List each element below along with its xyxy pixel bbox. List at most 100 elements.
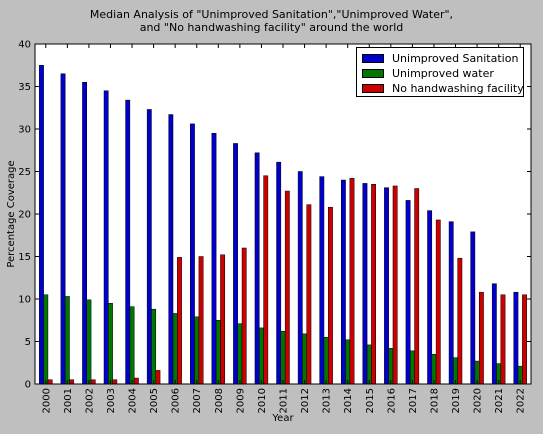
bar-sanitation-2009 xyxy=(233,143,238,385)
bar-sanitation-2006 xyxy=(168,114,174,385)
bar-sanitation-2020 xyxy=(470,231,476,385)
bar-water-2007 xyxy=(194,316,200,385)
chart-legend: Unimproved Sanitation Unimproved water N… xyxy=(356,47,524,97)
bar-sanitation-2022 xyxy=(513,291,519,385)
bar-handwashing-2009 xyxy=(241,247,247,385)
bar-sanitation-2007 xyxy=(190,123,195,385)
legend-label-handwashing: No handwashing facility xyxy=(392,82,524,95)
y-tick-label-20: 20 xyxy=(18,210,31,221)
bar-sanitation-2002 xyxy=(82,82,88,385)
bar-sanitation-2012 xyxy=(297,171,303,385)
x-tick-label-2002: 2002 xyxy=(84,388,95,413)
bar-water-2015 xyxy=(366,344,372,385)
bar-handwashing-2011 xyxy=(284,190,290,385)
bar-sanitation-2021 xyxy=(491,283,497,385)
y-tick-label-10: 10 xyxy=(18,295,31,306)
bar-sanitation-2011 xyxy=(276,161,282,385)
legend-label-water: Unimproved water xyxy=(392,67,494,80)
bar-water-2010 xyxy=(259,327,264,385)
bar-handwashing-2004 xyxy=(133,377,139,385)
bar-sanitation-2000 xyxy=(39,65,44,385)
bar-sanitation-2010 xyxy=(254,152,260,385)
bar-water-2011 xyxy=(280,331,286,385)
bar-water-2018 xyxy=(431,354,437,385)
y-axis-label: Percentage Coverage xyxy=(6,160,17,267)
legend-swatch-handwashing xyxy=(362,84,384,93)
bar-water-2006 xyxy=(172,313,178,385)
chart-title-line-2: and "No handwashing facility" around the… xyxy=(139,21,404,34)
bar-handwashing-2014 xyxy=(349,178,355,385)
bar-sanitation-2017 xyxy=(405,200,411,385)
y-tick-label-30: 30 xyxy=(18,125,31,136)
bar-water-2014 xyxy=(345,339,351,385)
bar-handwashing-2005 xyxy=(155,370,161,385)
x-tick-label-2010: 2010 xyxy=(257,388,268,413)
x-tick-label-2001: 2001 xyxy=(63,388,74,413)
bar-handwashing-2018 xyxy=(435,219,441,385)
legend-swatch-sanitation xyxy=(362,54,384,63)
x-tick-label-2021: 2021 xyxy=(494,388,505,413)
bar-water-2002 xyxy=(86,299,92,385)
bar-water-2000 xyxy=(43,294,49,385)
bar-sanitation-2014 xyxy=(340,179,346,385)
x-tick-label-2005: 2005 xyxy=(149,388,160,413)
bar-water-2009 xyxy=(237,323,243,385)
bar-sanitation-2001 xyxy=(60,73,66,385)
x-tick-label-2003: 2003 xyxy=(106,388,117,413)
bar-water-2005 xyxy=(151,308,157,385)
bar-sanitation-2019 xyxy=(448,221,454,385)
x-tick-label-2014: 2014 xyxy=(343,388,354,413)
bar-handwashing-2017 xyxy=(414,188,420,385)
bar-sanitation-2003 xyxy=(103,90,109,385)
y-tick-label-25: 25 xyxy=(18,167,31,178)
x-tick-label-2018: 2018 xyxy=(429,388,440,413)
bar-handwashing-2001 xyxy=(69,379,75,385)
bar-handwashing-2020 xyxy=(478,291,484,385)
x-tick-label-2015: 2015 xyxy=(365,388,376,413)
x-tick-label-2012: 2012 xyxy=(300,388,311,413)
bar-handwashing-2008 xyxy=(220,254,226,385)
x-tick-label-2008: 2008 xyxy=(214,388,225,413)
bar-sanitation-2015 xyxy=(362,183,368,385)
x-tick-label-2016: 2016 xyxy=(386,388,397,413)
bar-handwashing-2007 xyxy=(198,256,204,385)
bar-water-2013 xyxy=(323,337,329,385)
plot-area xyxy=(35,44,531,384)
bar-water-2017 xyxy=(409,350,415,385)
x-tick-label-2017: 2017 xyxy=(408,388,419,413)
bar-sanitation-2016 xyxy=(384,187,389,385)
x-tick-label-2004: 2004 xyxy=(128,388,139,413)
legend-swatch-water xyxy=(362,69,384,78)
chart-title-line-1: Median Analysis of "Unimproved Sanitatio… xyxy=(89,8,454,21)
bar-handwashing-2022 xyxy=(522,294,527,385)
x-tick-label-2019: 2019 xyxy=(451,388,462,413)
bar-water-2012 xyxy=(302,333,307,385)
bar-handwashing-2016 xyxy=(392,185,398,385)
bar-sanitation-2008 xyxy=(211,133,217,385)
bar-handwashing-2019 xyxy=(457,257,463,385)
bar-water-2008 xyxy=(215,320,221,385)
bar-handwashing-2021 xyxy=(500,294,506,385)
x-tick-label-2000: 2000 xyxy=(41,388,52,413)
y-tick-label-35: 35 xyxy=(18,82,31,93)
bar-handwashing-2013 xyxy=(328,206,333,385)
bar-handwashing-2012 xyxy=(306,204,312,385)
bar-sanitation-2018 xyxy=(427,210,433,385)
x-tick-label-2022: 2022 xyxy=(516,388,527,413)
y-tick-label-15: 15 xyxy=(18,252,31,263)
bar-handwashing-2006 xyxy=(177,257,182,385)
bar-water-2003 xyxy=(108,303,113,385)
y-tick-label-40: 40 xyxy=(18,40,31,51)
bar-water-2004 xyxy=(129,306,135,385)
x-tick-label-2009: 2009 xyxy=(235,388,246,413)
bar-sanitation-2004 xyxy=(125,99,131,385)
x-tick-label-2020: 2020 xyxy=(473,388,484,413)
legend-label-sanitation: Unimproved Sanitation xyxy=(392,52,519,65)
bar-handwashing-2000 xyxy=(47,379,53,385)
bar-handwashing-2002 xyxy=(90,379,96,385)
bar-handwashing-2010 xyxy=(263,175,269,385)
x-tick-label-2006: 2006 xyxy=(171,388,182,413)
bar-handwashing-2015 xyxy=(371,184,376,385)
